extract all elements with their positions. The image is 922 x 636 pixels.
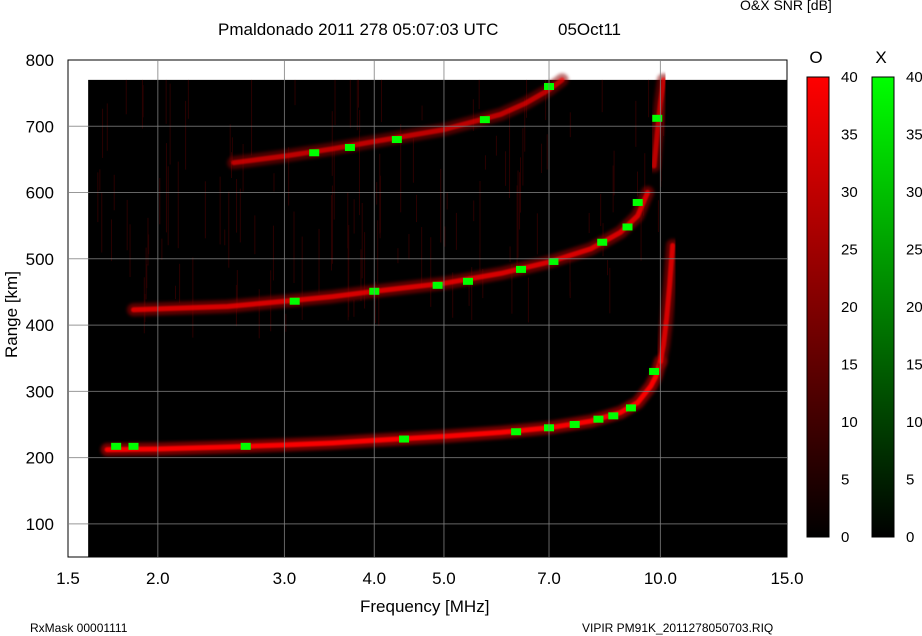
x-mode-patch xyxy=(597,238,608,246)
filename-label: VIPIR PM91K_2011278050703.RIQ xyxy=(582,621,774,635)
x-tick-label: 7.0 xyxy=(537,569,561,588)
x-tick-label: 15.0 xyxy=(770,569,803,588)
colorbar-tick-label: 5 xyxy=(906,472,914,489)
x-mode-patch xyxy=(593,415,604,423)
y-tick-label: 500 xyxy=(26,250,54,269)
x-mode-patch xyxy=(652,114,663,122)
colorbar-tick-label: 25 xyxy=(906,242,922,259)
rxmask-label: RxMask 00001111 xyxy=(30,621,128,635)
y-tick-label: 400 xyxy=(26,316,54,335)
x-mode-patch xyxy=(240,442,251,450)
x-mode-patch xyxy=(432,281,443,289)
colorbar-tick-label: 35 xyxy=(906,127,922,144)
colorbar-tick-label: 10 xyxy=(841,414,858,431)
x-tick-label: 10.0 xyxy=(644,569,677,588)
x-mode-patch xyxy=(399,435,410,443)
colorbar-tick-label: 10 xyxy=(906,414,922,431)
y-tick-label: 200 xyxy=(26,449,54,468)
colorbar-tick-label: 20 xyxy=(906,299,922,316)
colorbar-tick-label: 40 xyxy=(906,69,922,86)
y-tick-label: 100 xyxy=(26,515,54,534)
colorbar-tick-label: 35 xyxy=(841,127,858,144)
y-tick-label: 300 xyxy=(26,382,54,401)
x-mode-patch xyxy=(625,404,636,412)
x-mode-patch xyxy=(548,257,559,265)
colorbar-name: X xyxy=(875,48,886,67)
colorbar-o xyxy=(806,76,830,538)
x-mode-patch xyxy=(622,223,633,231)
y-tick-label: 800 xyxy=(26,51,54,70)
x-mode-patch xyxy=(391,136,402,144)
x-mode-patch xyxy=(462,277,473,285)
x-tick-label: 4.0 xyxy=(362,569,386,588)
colorbar-tick-label: 0 xyxy=(906,529,914,546)
x-tick-label: 2.0 xyxy=(146,569,170,588)
x-mode-patch xyxy=(289,297,300,305)
x-tick-label: 1.5 xyxy=(56,569,80,588)
colorbar-tick-label: 15 xyxy=(906,357,922,374)
colorbar-tick-label: 0 xyxy=(841,529,849,546)
colorbar-caption: O&X SNR [dB] xyxy=(740,0,832,13)
colorbar-x xyxy=(871,76,895,538)
x-mode-patch xyxy=(608,412,619,420)
x-mode-patch xyxy=(128,442,139,450)
colorbar-tick-label: 30 xyxy=(906,184,922,201)
chart-title: Pmaldonado 2011 278 05:07:03 UTC xyxy=(218,20,499,39)
colorbar-tick-label: 40 xyxy=(841,69,858,86)
colorbar-tick-label: 30 xyxy=(841,184,858,201)
y-tick-label: 700 xyxy=(26,117,54,136)
x-mode-patch xyxy=(569,420,580,428)
x-tick-label: 3.0 xyxy=(273,569,297,588)
colorbar-tick-label: 5 xyxy=(841,472,849,489)
x-mode-patch xyxy=(649,367,660,375)
trace-line xyxy=(657,243,676,364)
x-mode-patch xyxy=(344,143,355,151)
y-tick-label: 600 xyxy=(26,184,54,203)
x-tick-label: 5.0 xyxy=(432,569,456,588)
chart-date: 05Oct11 xyxy=(558,20,622,39)
x-axis-label: Frequency [MHz] xyxy=(360,597,490,616)
x-mode-patch xyxy=(479,116,490,124)
colorbar-tick-label: 20 xyxy=(841,299,858,316)
x-mode-patch xyxy=(511,428,522,436)
colorbar-tick-label: 15 xyxy=(841,357,858,374)
colorbar-tick-label: 25 xyxy=(841,242,858,259)
colorbar-name: O xyxy=(809,48,822,67)
x-mode-patch xyxy=(632,198,643,206)
x-mode-patch xyxy=(516,265,527,273)
x-mode-patch xyxy=(309,149,320,157)
x-mode-patch xyxy=(111,442,122,450)
